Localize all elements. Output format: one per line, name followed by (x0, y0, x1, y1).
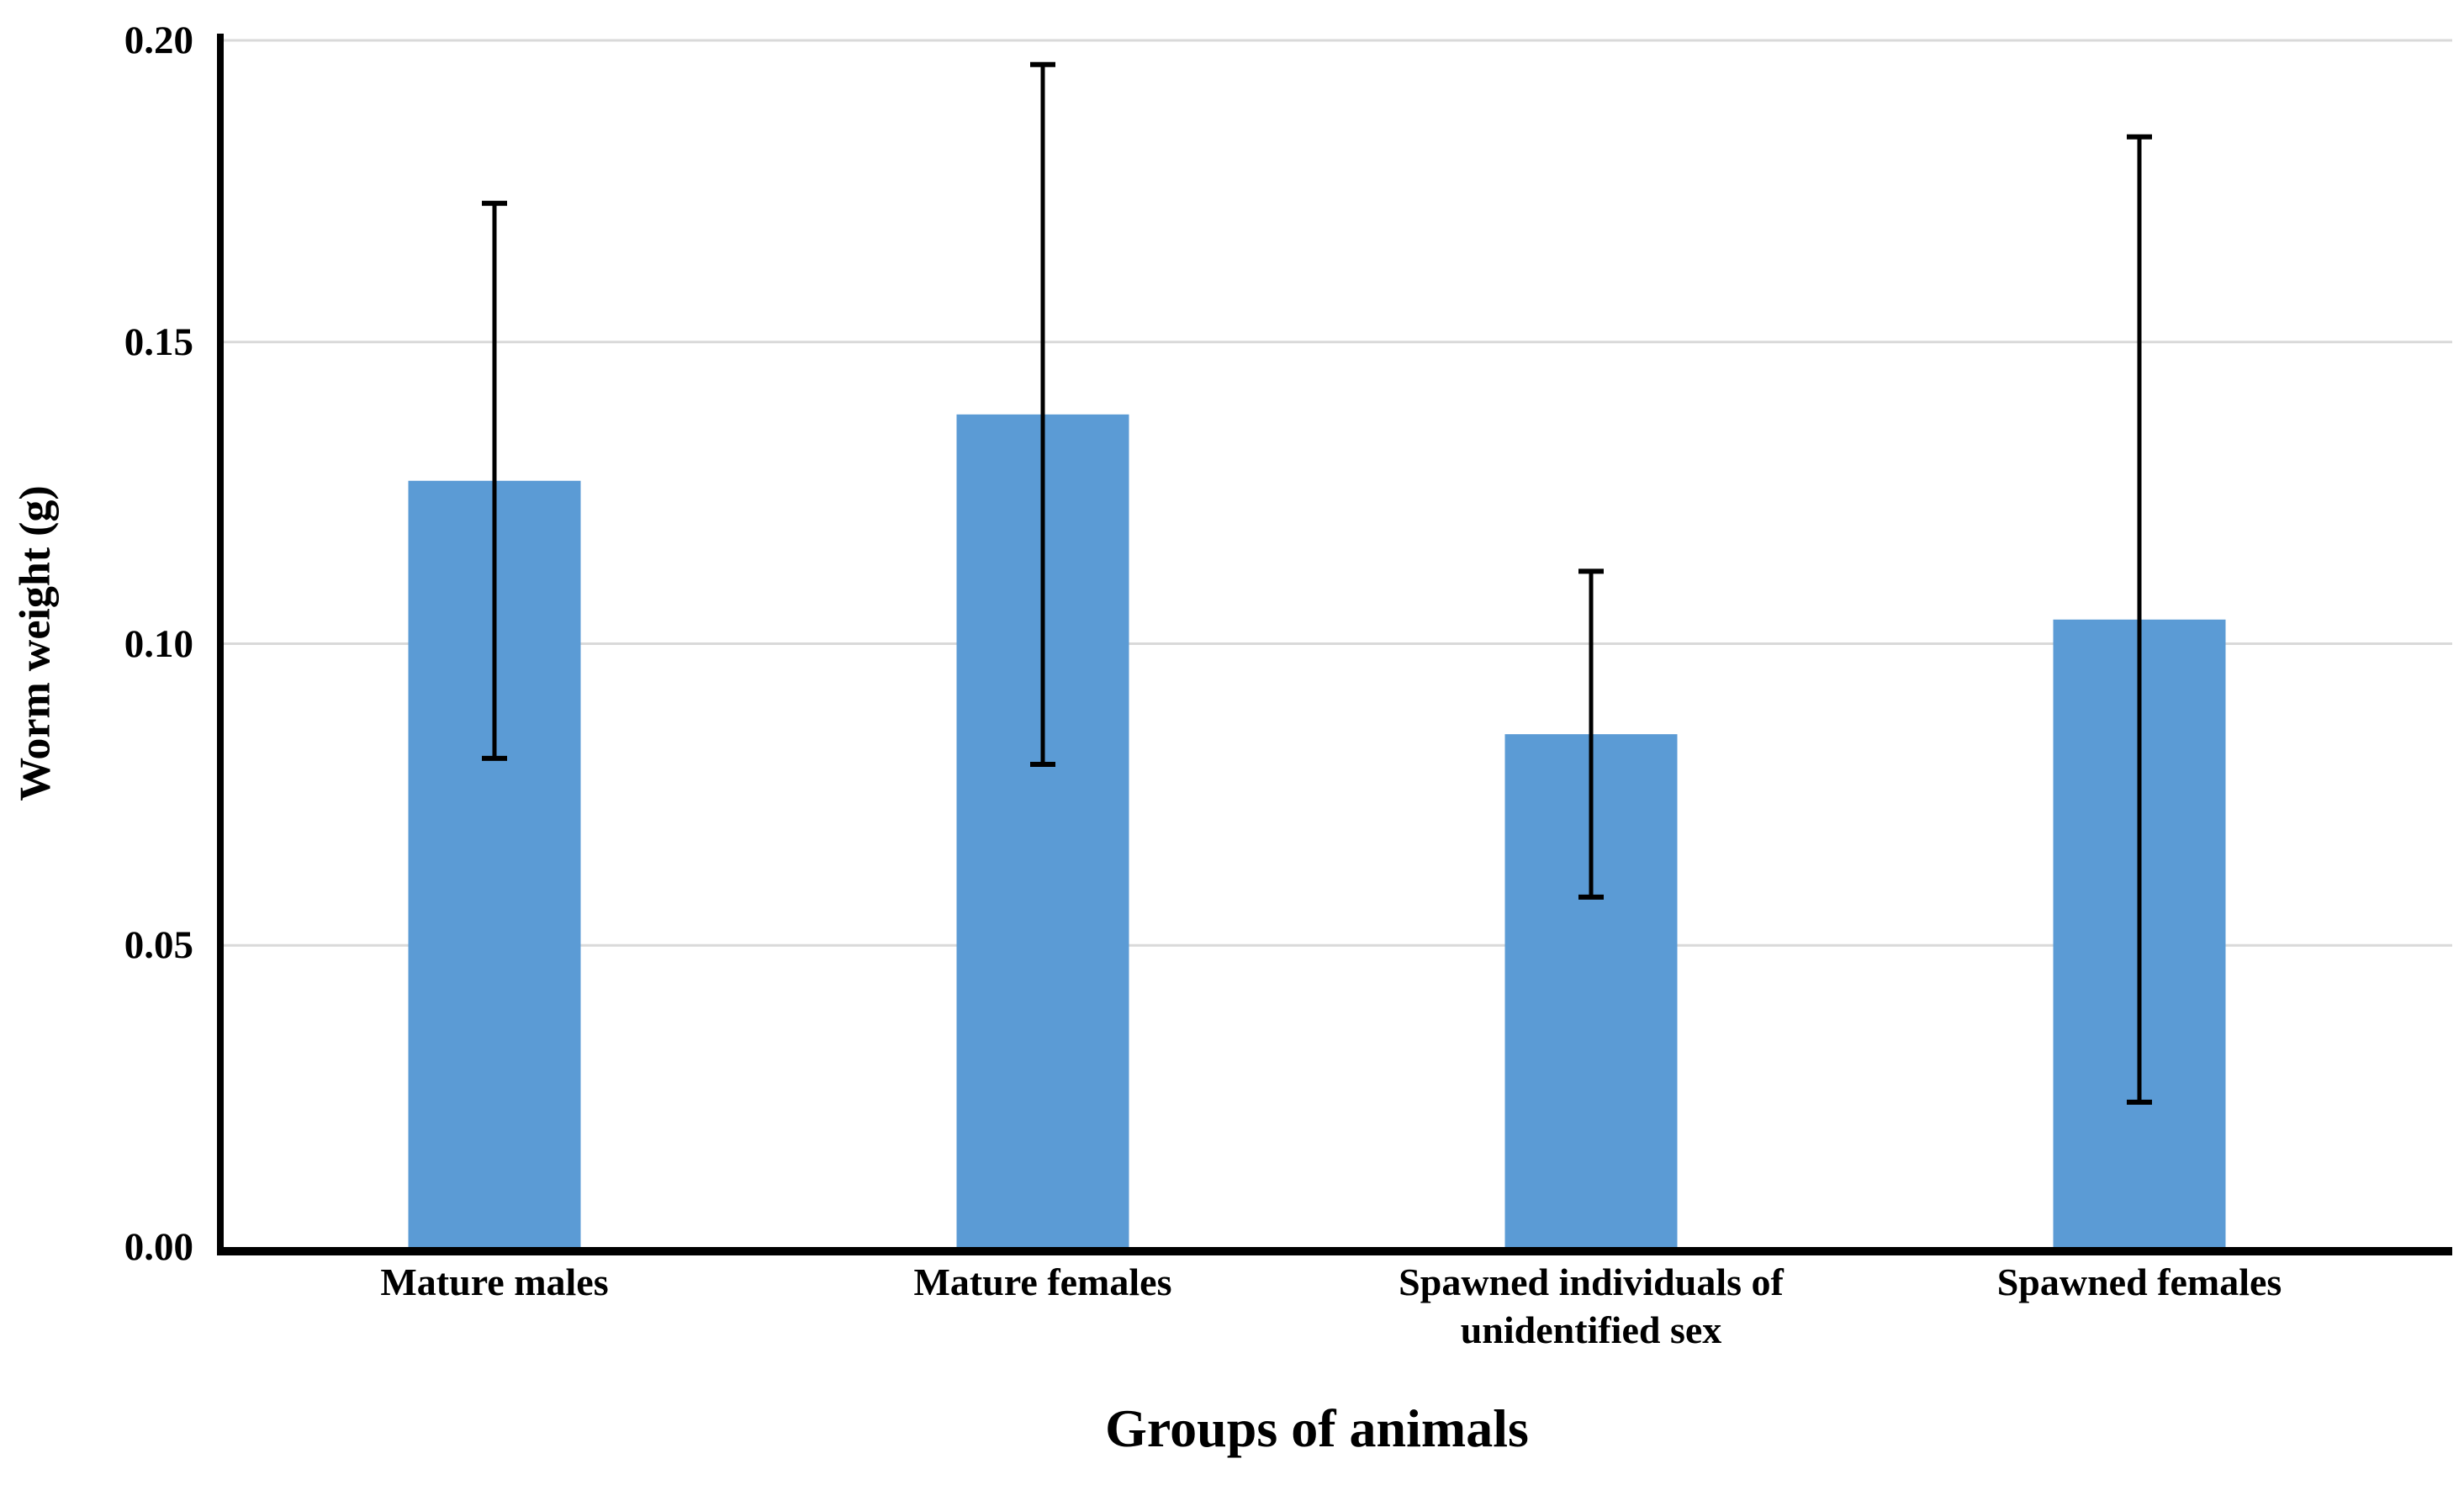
y-tick-label: 0.10 (124, 621, 193, 666)
y-tick-label: 0.20 (124, 18, 193, 62)
y-tick-label: 0.00 (124, 1225, 193, 1269)
y-tick-label: 0.05 (124, 923, 193, 968)
x-tick-label: Mature males (380, 1260, 609, 1303)
x-tick-label: Mature females (913, 1260, 1172, 1303)
x-axis-title: Groups of animals (1105, 1398, 1529, 1458)
x-tick-label: Spawned females (1996, 1260, 2282, 1303)
x-tick-label: Spawned individuals of unidentified sex (1399, 1260, 1784, 1351)
y-tick-label: 0.15 (124, 320, 193, 364)
